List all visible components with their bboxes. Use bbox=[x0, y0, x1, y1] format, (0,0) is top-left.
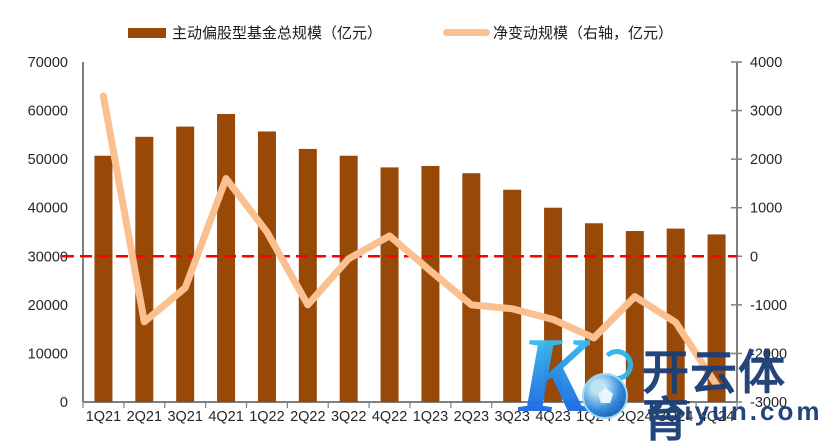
bar-4Q21 bbox=[217, 113, 236, 402]
x-axis-label-4Q21: 4Q21 bbox=[208, 409, 243, 425]
x-axis-label-2Q24: 2Q24 bbox=[617, 409, 652, 425]
right-axis-tick-label: -2000 bbox=[750, 346, 787, 362]
bar-3Q23 bbox=[503, 189, 522, 402]
x-axis-label-1Q21: 1Q21 bbox=[86, 409, 121, 425]
right-axis-tick-label: -3000 bbox=[750, 395, 787, 411]
legend-label-net-change: 净变动规模（右轴，亿元） bbox=[493, 25, 674, 42]
legend-item-net-change: 净变动规模（右轴，亿元） bbox=[443, 22, 673, 43]
bar-3Q22 bbox=[339, 155, 358, 402]
bar-1Q23 bbox=[421, 165, 440, 402]
left-axis-tick-label: 0 bbox=[60, 395, 68, 411]
left-axis-tick-label: 30000 bbox=[28, 249, 68, 265]
x-axis-label-1Q22: 1Q22 bbox=[249, 409, 284, 425]
x-axis-label-3Q22: 3Q22 bbox=[331, 409, 366, 425]
right-axis-tick-label: 0 bbox=[750, 249, 758, 265]
left-axis-tick-label: 70000 bbox=[28, 55, 68, 71]
right-axis-tick-label: 3000 bbox=[750, 104, 782, 120]
right-axis-tick-label: -1000 bbox=[750, 298, 787, 314]
left-axis-tick-label: 20000 bbox=[28, 298, 68, 314]
bar-series-swatch bbox=[128, 27, 166, 38]
net-change-line bbox=[99, 92, 721, 389]
bar-4Q24 bbox=[707, 234, 726, 402]
left-axis-tick-label: 50000 bbox=[28, 152, 68, 168]
x-axis-label-3Q21: 3Q21 bbox=[167, 409, 202, 425]
left-axis-tick-label: 60000 bbox=[28, 104, 68, 120]
bar-1Q21 bbox=[94, 155, 113, 402]
line-series-swatch bbox=[443, 29, 490, 36]
bar-1Q22 bbox=[257, 131, 276, 402]
bar-4Q23 bbox=[544, 207, 563, 402]
bar-2Q21 bbox=[135, 136, 154, 403]
bar-3Q24 bbox=[666, 228, 685, 402]
x-axis-label-1Q23: 1Q23 bbox=[413, 409, 448, 425]
bar-2Q23 bbox=[462, 173, 481, 402]
right-axis-tick-label: 4000 bbox=[750, 55, 782, 71]
bar-3Q21 bbox=[176, 126, 195, 402]
bar-1Q24 bbox=[584, 223, 603, 402]
x-axis-label-2Q22: 2Q22 bbox=[290, 409, 325, 425]
left-axis-tick-label: 40000 bbox=[28, 201, 68, 217]
x-axis-label-2Q23: 2Q23 bbox=[454, 409, 489, 425]
x-axis-label-4Q22: 4Q22 bbox=[372, 409, 407, 425]
legend-label-total-scale: 主动偏股型基金总规模（亿元） bbox=[172, 25, 383, 42]
x-axis-label-2Q21: 2Q21 bbox=[127, 409, 162, 425]
right-axis-tick-label: 1000 bbox=[750, 201, 782, 217]
x-axis-label-3Q24: 3Q24 bbox=[658, 409, 693, 425]
x-axis-label-4Q23: 4Q23 bbox=[535, 409, 570, 425]
x-axis-label-3Q23: 3Q23 bbox=[494, 409, 529, 425]
bar-4Q22 bbox=[380, 167, 399, 402]
bar-2Q22 bbox=[298, 148, 317, 402]
x-axis-label-1Q24: 1Q24 bbox=[576, 409, 611, 425]
x-axis-label-4Q24: 4Q24 bbox=[699, 409, 734, 425]
left-axis-tick-label: 10000 bbox=[28, 346, 68, 362]
legend-item-total-scale: 主动偏股型基金总规模（亿元） bbox=[128, 22, 382, 43]
right-axis-tick-label: 2000 bbox=[750, 152, 782, 168]
